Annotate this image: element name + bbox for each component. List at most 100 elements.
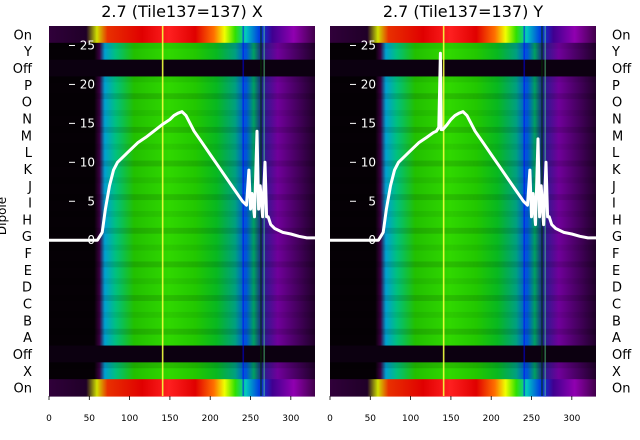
heatmap-row — [330, 126, 596, 145]
heatmap-row-shade — [49, 278, 315, 285]
overlay-ytick-label: 15 — [80, 116, 95, 130]
x-tick-label: 300 — [282, 414, 299, 424]
channel-streak — [242, 26, 245, 396]
row-label: M — [612, 129, 623, 144]
row-label: O — [22, 96, 32, 111]
x-tick-label: 100 — [121, 414, 138, 424]
heatmap-row-shade — [49, 328, 315, 335]
heatmap-row — [330, 261, 596, 279]
row-label: O — [612, 96, 622, 111]
x-tick-label: 50 — [365, 414, 377, 424]
overlay-ytick-label: 15 — [361, 116, 376, 130]
row-label: Y — [23, 45, 32, 60]
x-tick-label: 150 — [442, 414, 459, 424]
heatmap-row-shade — [330, 295, 596, 301]
row-label: E — [24, 264, 32, 279]
heatmap-row — [330, 26, 596, 44]
row-label: N — [22, 113, 32, 128]
heatmap-row-shade — [330, 211, 596, 217]
heatmap-row — [49, 278, 315, 296]
heatmap-row-shade — [330, 278, 596, 285]
row-label: X — [23, 365, 32, 380]
heatmap-row — [49, 244, 315, 263]
overlay-ytick-label: 20 — [361, 77, 376, 91]
overlay-ytick-label: 20 — [80, 77, 95, 91]
heatmap-row-shade — [49, 194, 315, 201]
heatmap-row-shade — [330, 362, 596, 369]
heatmap-row-shade — [330, 261, 596, 268]
heatmap-row-shade — [49, 143, 315, 150]
row-label: L — [25, 146, 33, 161]
heatmap-row — [49, 126, 315, 145]
chart-title: 2.7 (Tile137=137) X — [101, 2, 263, 21]
row-label: H — [612, 213, 622, 228]
row-label: J — [611, 180, 616, 195]
row-label: A — [23, 331, 32, 346]
x-tick-label: 200 — [202, 414, 219, 424]
heatmap-row — [330, 328, 596, 347]
row-label: Off — [612, 62, 632, 77]
heatmap-row-shade — [330, 227, 596, 234]
row-label: On — [14, 28, 32, 43]
heatmap-row-shade — [49, 244, 315, 251]
overlay-ytick-label: 25 — [80, 38, 95, 52]
row-label: I — [28, 197, 32, 212]
overlay-ytick-label: 10 — [361, 155, 376, 169]
heatmap-row-shade — [330, 311, 596, 318]
overlay-ytick-label: 25 — [361, 38, 376, 52]
heatmap-row — [49, 110, 315, 128]
row-label: Off — [13, 348, 33, 363]
channel-streak — [442, 26, 445, 396]
heatmap-row — [49, 59, 315, 78]
heatmap-row-shade — [330, 160, 596, 167]
overlay-line — [49, 110, 315, 242]
heatmap-row — [330, 227, 596, 246]
row-label: On — [612, 382, 630, 397]
heatmap-row-shade — [330, 143, 596, 150]
x-tick-label: 200 — [483, 414, 500, 424]
heatmap-row — [49, 345, 315, 363]
heatmap-row-shade — [330, 194, 596, 201]
row-label: P — [612, 79, 620, 94]
row-label: K — [23, 163, 32, 178]
heatmap-row-shade — [49, 295, 315, 301]
heatmap-row-shade — [49, 42, 315, 49]
row-label: F — [612, 247, 619, 262]
row-label: E — [612, 264, 620, 279]
heatmap-row-shade — [330, 76, 596, 83]
heatmap-row-shade — [49, 227, 315, 234]
heatmap-row-shade — [330, 93, 596, 100]
row-label: J — [27, 180, 32, 195]
heatmap-row — [49, 26, 315, 44]
overlay-ytick-label: 10 — [80, 155, 95, 169]
row-label: N — [612, 113, 622, 128]
heatmap-row — [330, 42, 596, 61]
heatmap-row — [330, 211, 596, 229]
heatmap-row-shade — [49, 261, 315, 268]
heatmap-row — [49, 379, 315, 397]
heatmap-row — [330, 244, 596, 263]
x-tick-label: 50 — [84, 414, 96, 424]
row-label: B — [612, 314, 621, 329]
x-tick-label: 150 — [161, 414, 178, 424]
heatmap-row — [49, 295, 315, 313]
row-label: B — [23, 314, 32, 329]
x-tick-label: 300 — [563, 414, 580, 424]
row-label: M — [21, 129, 32, 144]
x-tick-label: 250 — [242, 414, 259, 424]
row-label: Y — [611, 45, 620, 60]
heatmap-row-shade — [49, 362, 315, 369]
channel-streak — [161, 26, 164, 396]
heatmap-row — [49, 194, 315, 212]
heatmap-row — [49, 311, 315, 330]
heatmap-row — [330, 311, 596, 330]
heatmap-row-shade — [49, 93, 315, 100]
row-label: D — [22, 281, 32, 296]
row-label: X — [612, 365, 621, 380]
heatmap-row-shade — [49, 126, 315, 133]
heatmap-row — [49, 211, 315, 229]
heatmap-row — [49, 328, 315, 347]
